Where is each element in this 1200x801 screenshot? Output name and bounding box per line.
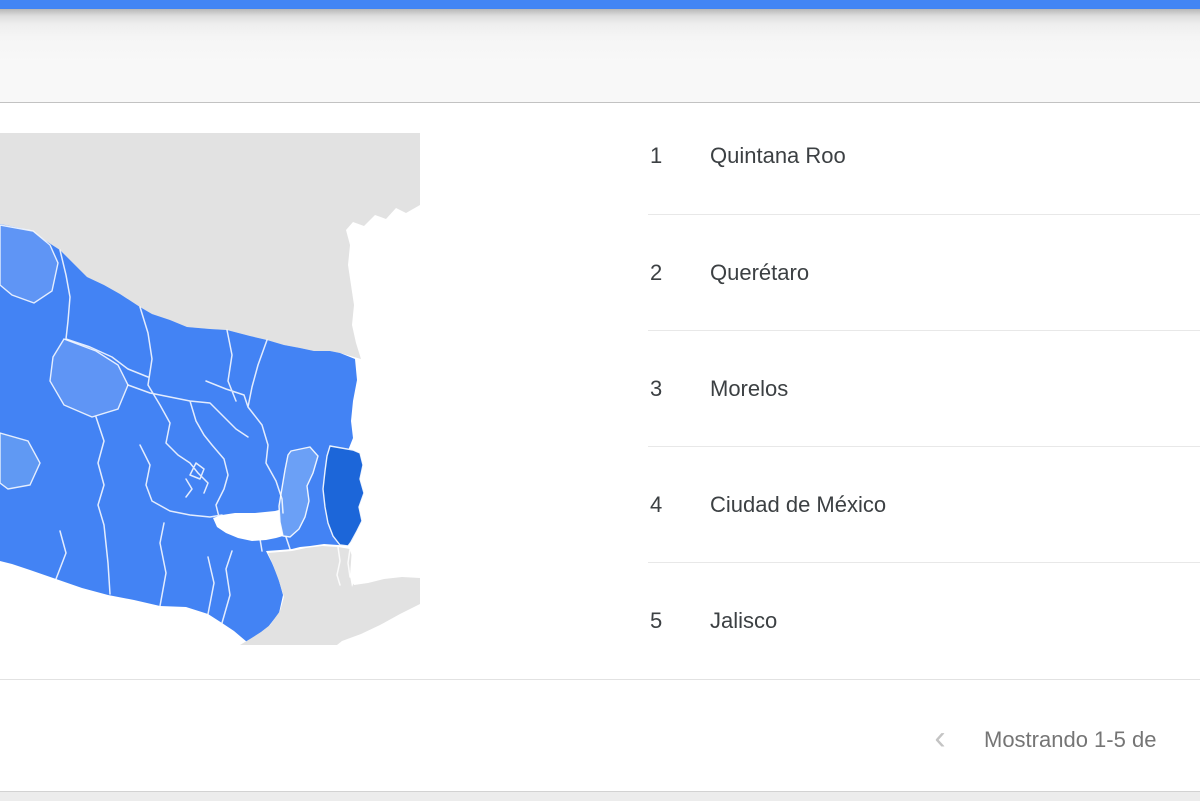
rank-row-4[interactable]: 4 Ciudad de México [648, 446, 1200, 563]
us-region [0, 133, 420, 359]
light-state-sonora[interactable] [0, 224, 59, 304]
quintana-roo-region[interactable] [322, 445, 365, 547]
rank-label: Quintana Roo [710, 143, 846, 168]
rank-row-3[interactable]: 3 Morelos [648, 330, 1200, 447]
pagination-status: Mostrando 1-5 de [984, 727, 1157, 752]
rank-number: 3 [650, 376, 663, 401]
footer-divider [0, 679, 1200, 680]
rank-number: 1 [650, 143, 663, 168]
mexico-region[interactable] [0, 224, 364, 642]
rank-row-5[interactable]: 5 Jalisco [648, 562, 1200, 679]
rank-number: 4 [650, 492, 663, 517]
page-background-strip [0, 791, 1200, 801]
state-borders [55, 249, 351, 624]
rank-number: 5 [650, 608, 663, 633]
rank-label: Morelos [710, 376, 789, 401]
light-state-nayarit[interactable] [0, 432, 41, 490]
rank-row-2[interactable]: 2 Querétaro [648, 214, 1200, 331]
guatemala-belize-region [240, 546, 420, 645]
rank-row-1[interactable]: 1 Quintana Roo [648, 98, 1200, 214]
subregion-map[interactable] [0, 133, 420, 645]
light-state-durango[interactable] [49, 338, 129, 418]
rank-number: 2 [650, 260, 663, 285]
rank-label: Ciudad de México [710, 492, 887, 517]
interest-by-subregion-card: 1 Quintana Roo 2 Querétaro 3 Morelos 4 C… [0, 103, 1200, 791]
campeche-region[interactable] [278, 446, 319, 538]
mexico-map-svg [0, 133, 420, 645]
belize-coast-water [350, 547, 361, 587]
card-header-area [0, 9, 1200, 103]
rank-label: Jalisco [710, 608, 778, 633]
trends-top-bar [0, 0, 1200, 9]
rank-label: Querétaro [710, 260, 810, 285]
pagination: ‹ Mostrando 1-5 de [0, 720, 1200, 760]
chevron-left-icon[interactable]: ‹ [934, 719, 946, 757]
